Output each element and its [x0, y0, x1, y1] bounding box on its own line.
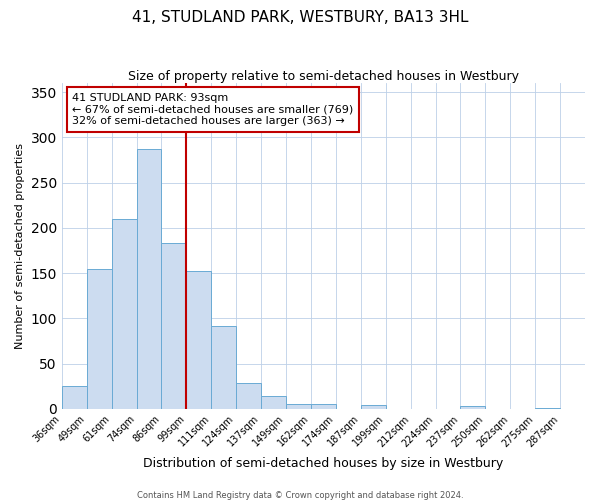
Bar [535, 408, 560, 409]
Text: Contains HM Land Registry data © Crown copyright and database right 2024.: Contains HM Land Registry data © Crown c… [137, 490, 463, 500]
Bar [87, 268, 112, 409]
Bar [361, 405, 386, 409]
Text: 41 STUDLAND PARK: 93sqm
← 67% of semi-detached houses are smaller (769)
32% of s: 41 STUDLAND PARK: 93sqm ← 67% of semi-de… [72, 93, 353, 126]
X-axis label: Distribution of semi-detached houses by size in Westbury: Distribution of semi-detached houses by … [143, 457, 503, 470]
Bar [460, 406, 485, 409]
Bar [137, 149, 161, 409]
Bar [211, 326, 236, 409]
Bar [112, 219, 137, 409]
Text: 41, STUDLAND PARK, WESTBURY, BA13 3HL: 41, STUDLAND PARK, WESTBURY, BA13 3HL [132, 10, 468, 25]
Y-axis label: Number of semi-detached properties: Number of semi-detached properties [15, 143, 25, 349]
Bar [286, 404, 311, 409]
Bar [311, 404, 336, 409]
Bar [161, 243, 187, 409]
Title: Size of property relative to semi-detached houses in Westbury: Size of property relative to semi-detach… [128, 70, 519, 83]
Bar [261, 396, 286, 409]
Bar [187, 271, 211, 409]
Bar [236, 384, 261, 409]
Bar [62, 386, 87, 409]
